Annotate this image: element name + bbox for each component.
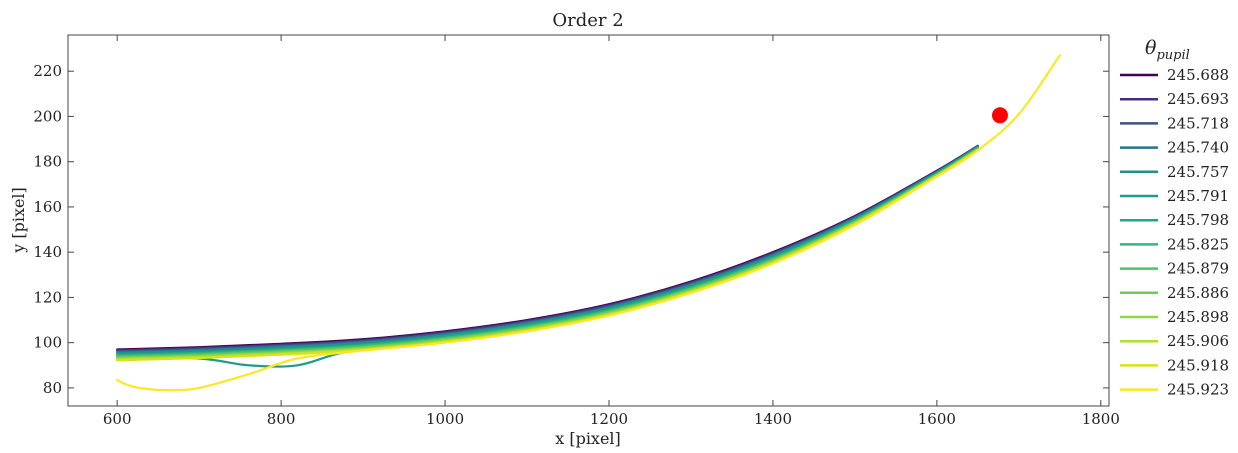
plot-frame bbox=[67, 34, 1110, 407]
legend-label: 245.923 bbox=[1167, 381, 1229, 399]
x-tick-label: 600 bbox=[103, 410, 132, 428]
legend-label: 245.757 bbox=[1167, 163, 1229, 181]
y-tick-label: 180 bbox=[33, 153, 62, 171]
legend-label: 245.886 bbox=[1167, 284, 1229, 302]
legend-label: 245.798 bbox=[1167, 211, 1229, 229]
y-tick-label: 140 bbox=[33, 243, 62, 261]
x-tick-label: 1800 bbox=[1082, 410, 1120, 428]
y-tick-label: 80 bbox=[43, 379, 62, 397]
legend-label: 245.918 bbox=[1167, 356, 1229, 374]
legend-label: 245.688 bbox=[1167, 66, 1229, 84]
y-tick-label: 200 bbox=[33, 107, 62, 125]
legend-title: θpupil bbox=[1145, 37, 1190, 63]
legend-label: 245.740 bbox=[1167, 139, 1229, 157]
y-axis-label: y [pixel] bbox=[9, 187, 28, 254]
x-tick-label: 1400 bbox=[754, 410, 792, 428]
legend-title-subscript: pupil bbox=[1156, 48, 1189, 63]
legend-title-symbol: θ bbox=[1145, 37, 1157, 59]
x-tick-label: 1600 bbox=[918, 410, 956, 428]
red-marker-dot bbox=[991, 107, 1008, 124]
x-tick-label: 1000 bbox=[426, 410, 464, 428]
y-tick-label: 120 bbox=[33, 288, 62, 306]
legend-label: 245.693 bbox=[1167, 90, 1229, 108]
legend: θpupil 245.688 245.693 245.718 245.740 245.7… bbox=[1120, 37, 1229, 399]
legend-label: 245.906 bbox=[1167, 332, 1229, 350]
ticks: 600 800 1000 1200 1400 1600 1800 80 100 120 140 160… bbox=[33, 35, 1120, 428]
legend-label: 245.791 bbox=[1167, 187, 1229, 205]
series-line-245-791 bbox=[116, 146, 979, 368]
y-tick-label: 220 bbox=[33, 62, 62, 80]
y-tick-label: 160 bbox=[33, 198, 62, 216]
marker-layer bbox=[991, 107, 1008, 124]
x-axis-label: x [pixel] bbox=[555, 429, 621, 448]
legend-label: 245.825 bbox=[1167, 235, 1229, 253]
axes bbox=[67, 34, 1110, 407]
series-line-245-923 bbox=[116, 54, 1061, 392]
legend-label: 245.898 bbox=[1167, 308, 1229, 326]
x-tick-label: 1200 bbox=[590, 410, 628, 428]
y-tick-label: 100 bbox=[33, 334, 62, 352]
series-lines bbox=[116, 54, 1061, 392]
legend-label: 245.879 bbox=[1167, 260, 1229, 278]
x-tick-label: 800 bbox=[267, 410, 296, 428]
chart-title: Order 2 bbox=[552, 10, 623, 31]
legend-label: 245.718 bbox=[1167, 114, 1229, 132]
